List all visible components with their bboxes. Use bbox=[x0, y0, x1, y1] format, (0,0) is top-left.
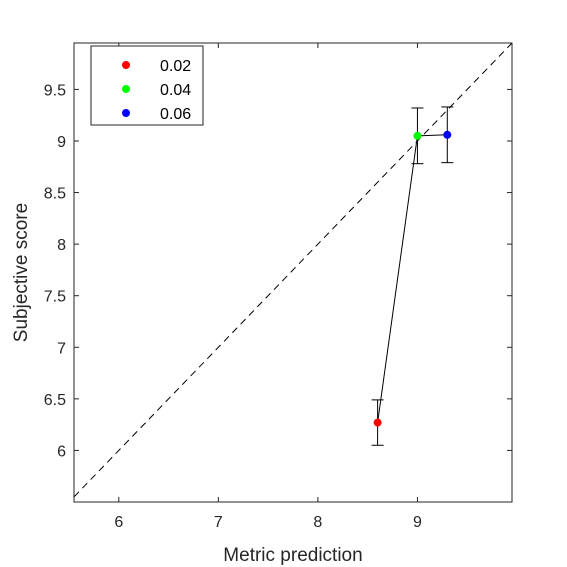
y-tick-label: 6.5 bbox=[44, 392, 66, 409]
legend-entry: 0.06 bbox=[122, 106, 191, 123]
axes-box bbox=[73, 42, 513, 503]
legend-label: 0.04 bbox=[160, 82, 191, 99]
y-tick-label: 9 bbox=[57, 134, 66, 151]
y-tick-label: 8 bbox=[57, 237, 66, 254]
x-tick-label: 8 bbox=[313, 514, 322, 531]
legend-label: 0.06 bbox=[160, 106, 191, 123]
legend-entry: 0.02 bbox=[122, 58, 191, 75]
legend-marker bbox=[122, 61, 130, 69]
legend-marker bbox=[122, 109, 130, 117]
identity-line bbox=[73, 42, 513, 498]
y-tick-label: 8.5 bbox=[44, 186, 66, 203]
legend-box bbox=[90, 45, 204, 126]
y-axis-label: Subjective score bbox=[11, 203, 32, 342]
legend: 0.02 0.04 0.06 bbox=[90, 45, 204, 126]
axis-ticks: 6 7 8 9 6 6.5 7 7.5 8 8.5 9 9.5 bbox=[44, 43, 512, 531]
x-tick-label: 7 bbox=[214, 514, 223, 531]
x-tick-label: 6 bbox=[114, 514, 123, 531]
legend-entry: 0.04 bbox=[122, 82, 191, 99]
y-tick-label: 7 bbox=[57, 340, 66, 357]
x-axis-label: Metric prediction bbox=[223, 545, 362, 566]
plot-area bbox=[73, 42, 513, 498]
y-tick-label: 7.5 bbox=[44, 289, 66, 306]
data-point bbox=[443, 130, 452, 139]
legend-marker bbox=[122, 85, 130, 93]
data-point bbox=[413, 131, 422, 140]
data-point bbox=[373, 418, 382, 427]
legend-label: 0.02 bbox=[160, 58, 191, 75]
y-tick-label: 9.5 bbox=[44, 82, 66, 99]
x-tick-label: 9 bbox=[413, 514, 422, 531]
y-tick-label: 6 bbox=[57, 443, 66, 460]
